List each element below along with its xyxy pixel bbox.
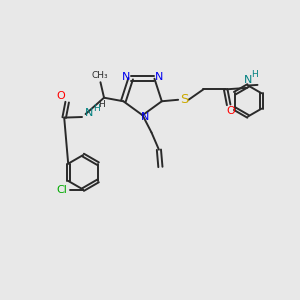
Text: N: N (141, 112, 149, 122)
Text: O: O (56, 91, 65, 100)
Text: S: S (181, 93, 189, 106)
Text: H: H (93, 103, 99, 112)
Text: H: H (98, 100, 105, 109)
Text: Cl: Cl (56, 184, 67, 194)
Text: O: O (227, 106, 236, 116)
Text: H: H (251, 70, 258, 79)
Text: N: N (122, 72, 131, 82)
Text: N: N (85, 108, 93, 118)
Text: N: N (154, 72, 163, 82)
Text: CH₃: CH₃ (92, 71, 108, 80)
Text: N: N (244, 76, 253, 85)
